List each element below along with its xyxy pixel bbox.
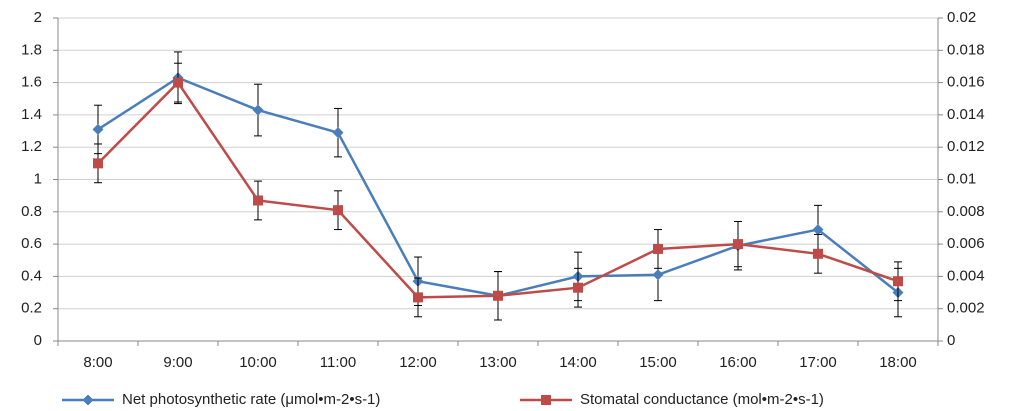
y2-tick-label: 0.018: [947, 41, 985, 58]
x-tick-label: 12:00: [399, 354, 437, 371]
y2-tick-label: 0.014: [947, 106, 985, 123]
marker: [413, 292, 423, 303]
marker: [173, 77, 183, 88]
y-tick-label: 2: [34, 9, 42, 26]
y2-tick-label: 0.012: [947, 138, 985, 155]
x-tick-label: 8:00: [83, 354, 112, 371]
y-tick-label: 0.4: [21, 267, 42, 284]
marker: [893, 276, 903, 287]
y2-tick-label: 0.004: [947, 267, 985, 284]
y2-tick-label: 0.01: [947, 170, 976, 187]
y-tick-label: 0.6: [21, 235, 42, 252]
marker: [493, 290, 503, 301]
marker: [813, 248, 823, 259]
legend-marker: [541, 395, 551, 405]
x-tick-label: 17:00: [799, 354, 837, 371]
marker: [333, 205, 343, 216]
marker: [733, 239, 743, 250]
y-tick-label: 0.8: [21, 203, 42, 220]
marker: [332, 127, 344, 139]
marker: [812, 224, 824, 236]
marker: [252, 104, 264, 116]
y-tick-label: 1.2: [21, 138, 42, 155]
marker: [652, 269, 664, 281]
y2-tick-label: 0.008: [947, 203, 985, 220]
x-tick-label: 11:00: [320, 354, 356, 371]
legend-label: Net photosynthetic rate (μmol•m-2•s-1): [122, 391, 380, 408]
legend-label: Stomatal conductance (mol•m-2•s-1): [580, 391, 824, 408]
marker: [93, 158, 103, 169]
y-tick-label: 1: [34, 170, 42, 187]
y2-tick-label: 0.006: [947, 235, 985, 252]
marker: [573, 282, 583, 293]
y-tick-label: 0.2: [21, 300, 42, 317]
x-tick-label: 18:00: [879, 354, 917, 371]
y2-tick-label: 0.016: [947, 74, 985, 91]
y-tick-label: 1.4: [21, 106, 42, 123]
marker: [92, 123, 104, 135]
y2-tick-label: 0.02: [947, 9, 976, 26]
y-tick-label: 1.6: [21, 74, 42, 91]
series-line: [97, 76, 899, 298]
y-tick-label: 0: [34, 332, 42, 349]
x-tick-label: 13:00: [479, 354, 517, 371]
y2-tick-label: 0.002: [947, 300, 985, 317]
marker: [653, 243, 663, 254]
legend-marker: [82, 394, 94, 406]
y-tick-label: 1.8: [21, 41, 42, 58]
y2-tick-label: 0: [947, 332, 955, 349]
x-tick-label: 14:00: [559, 354, 597, 371]
x-tick-label: 10:00: [239, 354, 277, 371]
x-tick-label: 9:00: [163, 354, 192, 371]
x-tick-label: 16:00: [719, 354, 757, 371]
x-tick-label: 15:00: [639, 354, 677, 371]
marker: [253, 195, 263, 206]
